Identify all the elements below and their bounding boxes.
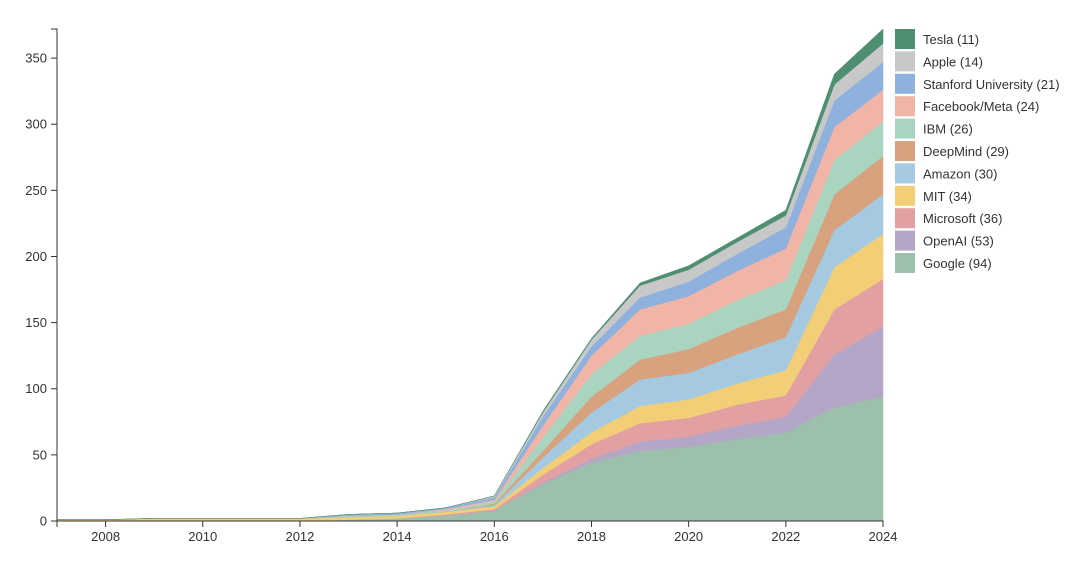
legend-label: Apple (14) [923, 54, 983, 69]
x-axis-line [56, 520, 884, 527]
legend-item-microsoft: Microsoft (36) [895, 208, 1002, 229]
legend-label: Facebook/Meta (24) [923, 99, 1039, 114]
legend-swatch [895, 96, 915, 117]
y-tick-label: 350 [25, 51, 47, 66]
legend-item-openai: OpenAI (53) [895, 230, 994, 251]
legend-swatch [895, 118, 915, 139]
legend-item-apple: Apple (14) [895, 51, 983, 72]
legend-swatch [895, 29, 915, 49]
legend-swatch [895, 51, 915, 72]
legend-item-tesla: Tesla (11) [895, 29, 979, 49]
legend-label: IBM (26) [923, 122, 973, 137]
y-tick-label: 250 [25, 183, 47, 198]
y-tick-label: 150 [25, 315, 47, 330]
series-areas [56, 28, 884, 522]
legend-label: Tesla (11) [923, 32, 979, 47]
x-tick-label: 2018 [577, 529, 606, 544]
y-tick-label: 300 [25, 117, 47, 132]
legend-label: MIT (34) [923, 189, 972, 204]
x-tick-label: 2014 [383, 529, 412, 544]
legend-item-ibm: IBM (26) [895, 118, 973, 139]
legend-item-deepmind: DeepMind (29) [895, 141, 1009, 161]
legend-item-mit: MIT (34) [895, 185, 972, 206]
legend-label: Stanford University (21) [923, 77, 1060, 92]
legend-swatch [895, 185, 915, 206]
legend-swatch [895, 230, 915, 251]
y-tick-label: 100 [25, 381, 47, 396]
legend-label: Microsoft (36) [923, 211, 1002, 226]
legend-swatch [895, 73, 915, 94]
x-tick-label: 2008 [91, 529, 120, 544]
x-tick-label: 2020 [674, 529, 703, 544]
legend-label: Amazon (30) [923, 166, 997, 181]
legend-label: DeepMind (29) [923, 144, 1009, 159]
legend-swatch [895, 208, 915, 229]
x-tick-label: 2024 [869, 529, 898, 544]
x-tick-label: 2022 [771, 529, 800, 544]
legend-item-google: Google (94) [895, 253, 992, 273]
y-axis: 0 50 100 150 200 250 300 350 [25, 28, 58, 529]
y-tick-label: 50 [33, 447, 47, 462]
legend-swatch [895, 253, 915, 273]
legend-swatch [895, 141, 915, 161]
x-tick-label: 2012 [285, 529, 314, 544]
x-axis: 2008 2010 2012 2014 2016 2018 2020 2022 2024 [56, 520, 898, 544]
y-axis-line [51, 28, 58, 522]
legend-item-facebook-meta: Facebook/Meta (24) [895, 96, 1039, 117]
y-tick-label: 0 [40, 514, 47, 529]
x-tick-label: 2010 [188, 529, 217, 544]
legend-item-stanford-university: Stanford University (21) [895, 73, 1060, 94]
legend: Tesla (11) Apple (14) Stanford University … [895, 29, 1060, 273]
legend-label: Google (94) [923, 256, 992, 271]
area-tesla [57, 28, 884, 520]
y-tick-label: 200 [25, 249, 47, 264]
legend-item-amazon: Amazon (30) [895, 163, 997, 184]
legend-swatch [895, 163, 915, 184]
x-tick-label: 2016 [480, 529, 509, 544]
legend-label: OpenAI (53) [923, 234, 994, 249]
